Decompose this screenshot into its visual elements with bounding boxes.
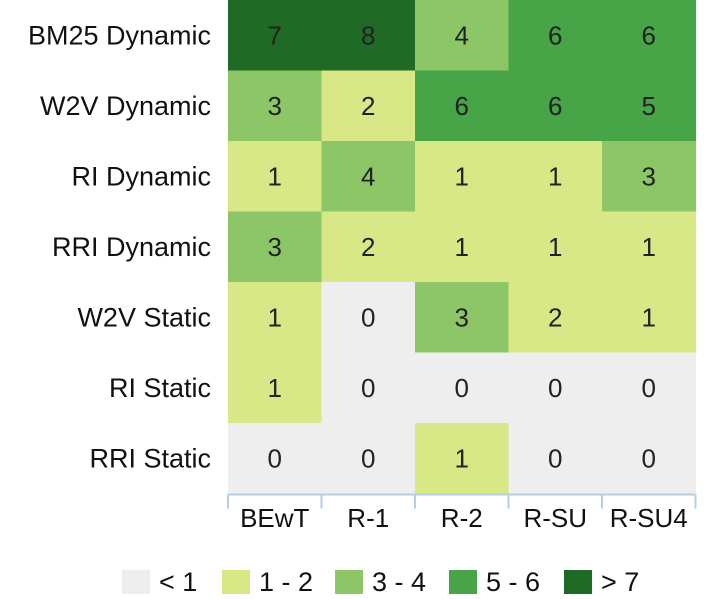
cell-value-label: 0 [642,373,656,403]
legend-swatch [335,570,363,594]
heatmap-cell [415,423,510,495]
heatmap-cell [415,141,510,213]
cell-value-label: 3 [268,232,282,262]
cell-value-label: 1 [642,232,656,262]
row-label: RRI Dynamic [52,232,211,262]
heatmap-cell [508,141,603,213]
heatmap-cell [602,70,697,142]
heatmap-cell [602,211,697,283]
heatmap-cell [415,70,510,142]
cell-value-label: 1 [548,232,562,262]
cell-value-label: 4 [455,20,469,50]
heatmap-cell [508,352,603,424]
cell-value-label: 0 [548,373,562,403]
column-label: BEwT [240,503,309,533]
cell-value-label: 3 [642,161,656,191]
cell-value-label: 5 [642,91,656,121]
heatmap-cell [228,70,323,142]
cell-value-label: 1 [268,373,282,403]
row-label: W2V Dynamic [40,91,211,121]
cell-value-label: 2 [361,232,375,262]
heatmap-cell [415,352,510,424]
heatmap-cell [321,352,416,424]
column-labels: BEwT R-1 R-2 R-SU R-SU4 [240,503,688,533]
heatmap-cells: 7 8 4 6 6 3 2 6 6 5 1 4 1 1 3 3 2 1 1 1 1 0 3 2 1 1 0 0 0 0 0 0 1 0 0 [228,0,697,495]
column-label: R-1 [347,503,389,533]
row-label: BM25 Dynamic [28,20,211,50]
heatmap-cell [508,0,603,72]
cell-value-label: 2 [361,91,375,121]
row-label: RI Static [109,373,211,403]
cell-value-label: 1 [268,302,282,332]
cell-value-label: 1 [268,161,282,191]
cell-value-label: 1 [548,161,562,191]
legend-label: > 7 [601,567,639,597]
heatmap-cell [415,211,510,283]
cell-value-label: 1 [455,443,469,473]
legend-label: 3 - 4 [372,567,426,597]
heatmap-cell [602,0,697,72]
heatmap-cell [228,141,323,213]
heatmap-cell [321,70,416,142]
cell-value-label: 1 [455,232,469,262]
row-label: W2V Static [77,302,211,332]
x-axis [227,493,697,509]
heatmap-cell [321,211,416,283]
cell-value-label: 2 [548,302,562,332]
cell-value-label: 0 [455,373,469,403]
cell-value-label: 3 [268,91,282,121]
legend-label: 5 - 6 [486,567,540,597]
legend: < 1 1 - 2 3 - 4 5 - 6 > 7 [122,567,639,597]
row-label: RRI Static [89,443,211,473]
legend-swatch [222,570,250,594]
cell-value-label: 1 [642,302,656,332]
heatmap-cell [228,423,323,495]
column-label: R-SU4 [610,503,688,533]
heatmap-cell [602,352,697,424]
heatmap-cell [415,0,510,72]
heatmap-cell [508,70,603,142]
legend-swatch [449,570,477,594]
cell-value-label: 0 [268,443,282,473]
cell-value-label: 0 [361,302,375,332]
cell-value-label: 1 [455,161,469,191]
heatmap-cell [321,423,416,495]
legend-label: 1 - 2 [259,567,313,597]
cell-value-label: 6 [548,91,562,121]
cell-value-label: 3 [455,302,469,332]
heatmap-cell [228,282,323,354]
heatmap-cell [321,0,416,72]
cell-value-label: 0 [642,443,656,473]
cell-value-label: 8 [361,20,375,50]
cell-value-label: 0 [361,373,375,403]
row-labels: BM25 Dynamic W2V Dynamic RI Dynamic RRI Dyn… [28,20,211,473]
column-label: R-SU [523,503,587,533]
heatmap-cell [602,141,697,213]
cell-value-label: 0 [548,443,562,473]
legend-swatch [564,570,592,594]
heatmap-cell [602,423,697,495]
heatmap-cell [508,211,603,283]
heatmap-cell [415,282,510,354]
cell-value-label: 6 [548,20,562,50]
cell-value-label: 6 [642,20,656,50]
column-label: R-2 [441,503,483,533]
heatmap-cell [228,352,323,424]
heatmap-cell [321,282,416,354]
cell-value-label: 0 [361,443,375,473]
cell-value-label: 7 [268,20,282,50]
heatmap-cell [602,282,697,354]
heatmap-cell [228,0,323,72]
row-label: RI Dynamic [71,161,211,191]
heatmap-cell [228,211,323,283]
cell-value-label: 6 [455,91,469,121]
heatmap-cell [321,141,416,213]
heatmap-cell [508,282,603,354]
legend-swatch [122,570,150,594]
cell-value-label: 4 [361,161,375,191]
heatmap-cell [508,423,603,495]
legend-label: < 1 [159,567,197,597]
